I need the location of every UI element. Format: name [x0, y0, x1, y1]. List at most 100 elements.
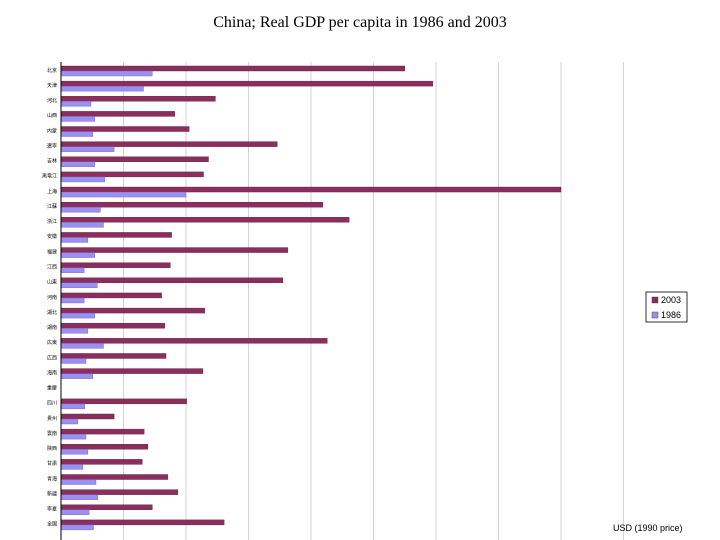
- bar-2003: [60, 80, 434, 87]
- bar-2003: [60, 413, 115, 420]
- bar-1986: [60, 282, 98, 289]
- category-tick-label: 貴州: [47, 415, 57, 422]
- bar-1986: [60, 494, 99, 500]
- category-tick-label: 青海: [47, 475, 57, 482]
- bar-2003: [60, 232, 172, 238]
- category-tick-label: 福建: [47, 248, 57, 255]
- bar-2003: [60, 262, 171, 268]
- bar-2003: [60, 368, 204, 374]
- bar-2003: [60, 96, 216, 102]
- bar-2003: [60, 201, 324, 208]
- category-tick-label: 湖北: [47, 309, 57, 316]
- bar-1986: [60, 237, 89, 243]
- bar-1986: [60, 403, 85, 410]
- category-tick-label: 吉林: [47, 158, 57, 165]
- bar-2003: [60, 141, 278, 147]
- category-tick-label: 新疆: [47, 490, 57, 497]
- bar-1986: [60, 146, 115, 152]
- bar-2003: [60, 323, 165, 329]
- bar-2003: [60, 247, 289, 253]
- bar-1986: [60, 116, 95, 122]
- bar-1986: [60, 85, 144, 92]
- category-tick-label: 甘粛: [47, 460, 57, 467]
- bar-2003: [60, 519, 225, 526]
- bar-1986: [60, 433, 87, 440]
- bar-2003: [60, 292, 162, 299]
- bar-2003: [60, 398, 187, 405]
- bar-1986: [60, 131, 94, 137]
- category-tick-label: 上海: [47, 188, 57, 195]
- bar-2003: [60, 428, 145, 435]
- category-tick-label: 山東: [47, 279, 57, 286]
- category-tick-label: 海南: [47, 369, 57, 376]
- bar-1986: [60, 312, 95, 319]
- bar-1986: [60, 222, 104, 228]
- bar-2003: [60, 171, 204, 178]
- bar-1986: [60, 252, 95, 258]
- bar-1986: [60, 343, 104, 349]
- category-tick-label: 広東: [47, 339, 57, 346]
- legend-label-2003: 2003: [661, 295, 681, 305]
- category-tick-label: 江西: [47, 263, 57, 270]
- category-tick-label: 浙江: [47, 218, 57, 225]
- bar-1986: [60, 70, 153, 77]
- bar-1986: [60, 328, 89, 334]
- bar-1986: [60, 464, 84, 470]
- category-tick-label: 北京: [47, 67, 57, 74]
- category-tick-label: 黒竜江: [42, 173, 57, 180]
- legend-swatch-1986: [651, 311, 659, 319]
- bar-1986: [60, 206, 101, 213]
- category-tick-label: 遼寧: [47, 142, 57, 149]
- bar-1986: [60, 161, 95, 167]
- bar-1986: [60, 176, 105, 183]
- category-tick-label: 陝西: [47, 445, 57, 452]
- category-labels: 北京天津河北山西内蒙遼寧吉林黒竜江上海江蘇浙江安徽福建江西山東河南湖北湖南広東広…: [42, 67, 57, 528]
- bars: [60, 65, 562, 531]
- bar-2003: [60, 353, 167, 359]
- bar-2003: [60, 444, 149, 450]
- bar-1986: [60, 479, 97, 485]
- category-tick-label: 四川: [47, 401, 57, 407]
- bar-2003: [60, 217, 350, 223]
- category-tick-label: 内蒙: [47, 127, 57, 134]
- category-tick-label: 雲南: [47, 430, 57, 437]
- bar-1986: [60, 449, 89, 455]
- category-tick-label: 天津: [47, 82, 57, 89]
- gridlines: [60, 62, 624, 540]
- category-tick-label: 河南: [47, 294, 57, 301]
- category-tick-label: 寧夏: [47, 506, 57, 513]
- bar-2003: [60, 111, 175, 117]
- bar-1986: [60, 524, 94, 531]
- bar-1986: [60, 267, 85, 273]
- bar-2003: [60, 126, 190, 132]
- bar-1986: [60, 509, 90, 515]
- bar-1986: [60, 101, 92, 107]
- category-tick-label: 河北: [47, 97, 57, 104]
- category-tick-label: 広西: [47, 354, 57, 361]
- legend-swatch-2003: [651, 296, 659, 304]
- category-tick-label: 全国: [47, 521, 57, 528]
- x-axis-unit-label: USD (1990 price): [613, 523, 683, 533]
- legend-label-1986: 1986: [661, 310, 681, 320]
- bar-1986: [60, 418, 79, 425]
- category-tick-label: 重慶: [47, 385, 57, 392]
- bar-2003: [60, 156, 209, 162]
- bar-2003: [60, 504, 153, 510]
- bar-2003: [60, 474, 169, 480]
- bar-1986: [60, 191, 187, 198]
- category-tick-label: 山西: [47, 112, 57, 119]
- bar-2003: [60, 186, 562, 193]
- bar-1986: [60, 373, 94, 379]
- category-tick-label: 安徽: [47, 233, 57, 240]
- bar-1986: [60, 297, 85, 304]
- bar-2003: [60, 489, 179, 495]
- bar-2003: [60, 277, 284, 284]
- bar-2003: [60, 338, 328, 344]
- bar-2003: [60, 65, 405, 72]
- legend: 2003 1986: [645, 291, 688, 323]
- chart-title: China; Real GDP per capita in 1986 and 2…: [213, 14, 507, 31]
- category-tick-label: 江蘇: [47, 203, 57, 210]
- bar-2003: [60, 459, 143, 465]
- bar-2003: [60, 307, 205, 314]
